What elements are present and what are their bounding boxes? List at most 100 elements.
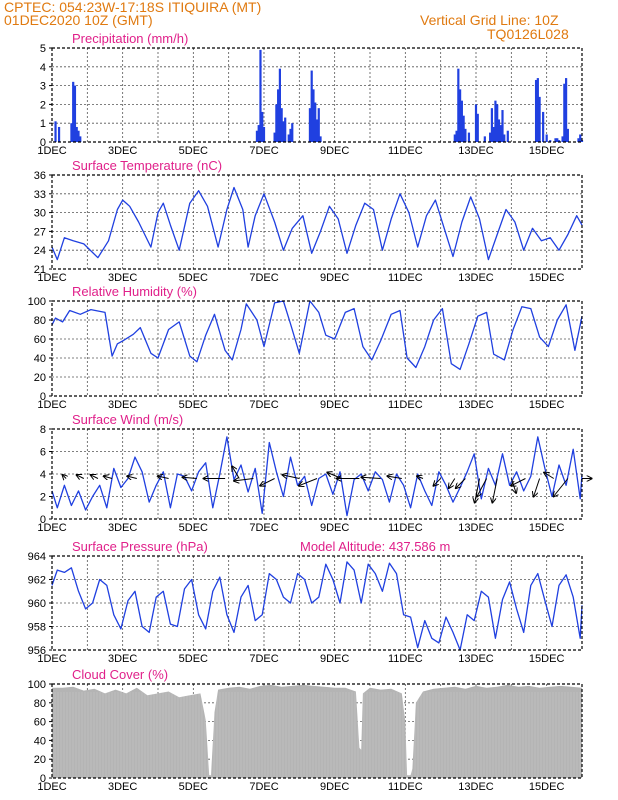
y-tick-label: 4 [40,469,46,481]
x-tick-label: 7DEC [249,272,278,284]
y-tick-label: 964 [28,551,46,563]
x-tick-label: 13DEC [458,522,494,534]
precip-bar [496,104,499,142]
panel-title: Surface Pressure (hPa) [72,539,208,554]
precip-bar [494,100,497,142]
precip-bar [503,134,506,142]
wind-vector [417,476,424,478]
precip-bar [319,136,322,142]
precip-bar [462,115,465,142]
panel-frame [51,300,583,397]
y-tick-label: 36 [34,170,46,182]
x-tick-label: 3DEC [108,781,137,793]
y-tick-label: 960 [28,598,46,610]
panel-title: Surface Temperature (nC) [72,158,222,173]
precip-bar [255,130,259,142]
precip-bar [580,140,584,142]
x-tick-label: 15DEC [529,522,565,534]
wind-vector [456,478,466,489]
wind-vector [544,473,554,479]
panel-4: 0 2 4 6 8 1DEC 3DEC 5DEC 7DEC 9DEC 11DEC 13DEC 15DEC… [37,412,583,534]
panel-1: 0 1 2 3 4 5 1DEC 3DEC 5DEC 7DEC 9DEC 11DEC 13DEC 15DE… [37,31,584,157]
precip-bar [490,108,493,142]
x-tick-label: 13DEC [458,272,494,284]
x-tick-label: 11DEC [388,653,423,665]
precip-bar [542,111,545,142]
wind-vector [477,478,488,497]
x-tick-label: 7DEC [249,145,278,157]
precip-bar [565,78,568,142]
precip-bar [579,134,582,142]
panel-subtitle: Model Altitude: 437.586 m [300,539,450,554]
x-tick-label: 11DEC [388,522,423,534]
precip-bar [561,136,564,142]
precip-bar [310,70,313,142]
x-tick-label: 3DEC [108,145,137,157]
y-tick-label: 27 [34,226,46,238]
precip-bar [70,123,73,142]
precip-bar [312,89,315,142]
x-tick-label: 1DEC [37,781,66,793]
x-tick-label: 3DEC [108,653,137,665]
x-tick-label: 15DEC [529,653,565,665]
y-tick-label: 0 [40,514,46,526]
x-tick-label: 5DEC [179,781,208,793]
wind-vector [91,475,99,479]
y-tick-label: 100 [28,296,46,308]
wind-vector [232,467,240,479]
panel-frame [51,174,583,270]
precip-bar [275,104,278,142]
x-tick-label: 11DEC [388,781,423,793]
wind-vector [299,478,318,486]
y-tick-label: 1 [40,118,46,130]
wind-vector [104,476,113,478]
wind-vector [63,475,67,479]
x-tick-label: 5DEC [179,145,208,157]
wind-vector [283,475,300,479]
wind-vector [554,478,569,497]
series-line [51,300,583,371]
series-line [51,436,583,517]
wind-vector [183,477,197,478]
precip-bar [73,85,77,142]
y-tick-label: 956 [28,645,46,657]
x-tick-label: 9DEC [320,272,349,284]
y-tick-label: 2 [40,99,46,111]
x-tick-label: 15DEC [529,399,565,411]
precip-bar [534,79,538,142]
y-tick-label: 0 [40,391,46,403]
x-tick-label: 9DEC [320,653,349,665]
wind-vector [492,478,498,503]
precip-bar [314,102,317,142]
precip-bar [556,138,559,142]
precip-bar [506,130,509,142]
precip-bar [566,128,569,142]
precip-bar [460,100,463,142]
precip-bar [499,125,502,142]
x-tick-label: 3DEC [108,399,137,411]
x-tick-label: 5DEC [179,399,208,411]
x-tick-label: 13DEC [458,399,494,411]
y-tick-label: 40 [34,735,46,747]
panel-6: 0 20 40 60 80 100 1DEC 3DEC 5DEC 7DEC 9DEC 11DEC 13D… [28,667,583,793]
run-date: 01DEC2020 10Z (GMT) [4,12,153,28]
y-tick-label: 962 [28,575,46,587]
precip-bar [549,140,552,142]
x-tick-label: 3DEC [108,272,137,284]
wind-vector [158,476,169,478]
precip-bar [497,119,501,142]
y-tick-label: 33 [34,189,46,201]
precip-bar [545,134,548,142]
precip-bar [284,117,287,142]
precip-bar [457,68,460,142]
x-tick-label: 13DEC [458,781,494,793]
precip-bar [261,111,264,142]
x-tick-label: 1DEC [37,145,66,157]
y-tick-label: 2 [40,492,46,504]
x-tick-label: 1DEC [37,272,66,284]
precip-bar [467,132,471,142]
precip-bar [257,125,260,142]
y-tick-label: 3 [40,81,46,93]
x-tick-label: 11DEC [388,399,423,411]
